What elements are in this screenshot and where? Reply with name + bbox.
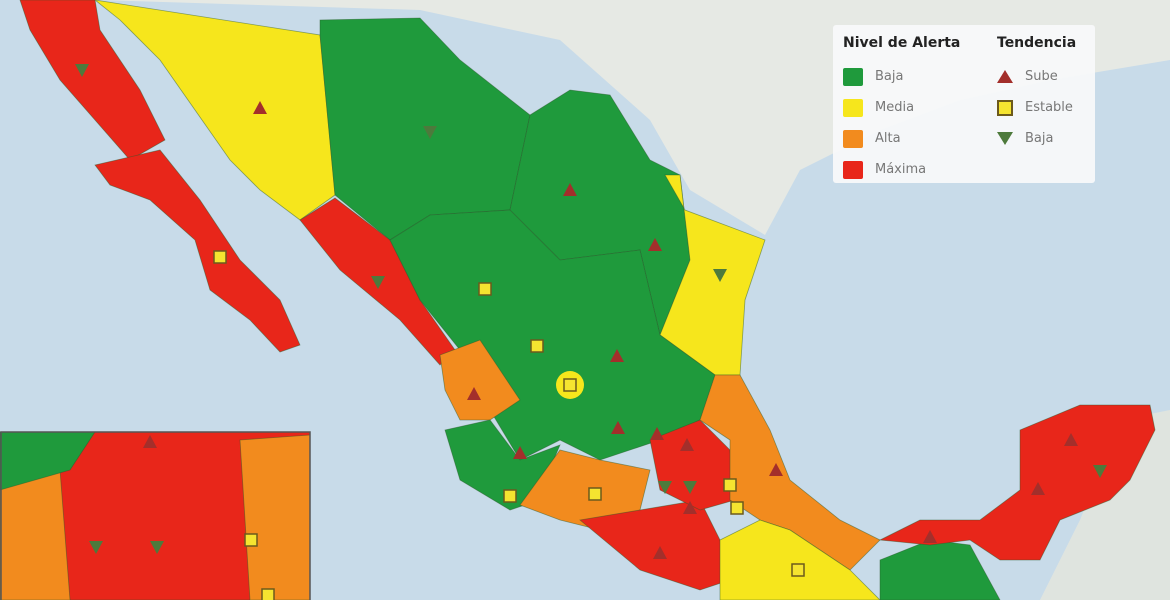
trend-up-triangle-icon bbox=[611, 421, 625, 434]
trend-up-triangle-icon bbox=[513, 446, 527, 459]
square-icon bbox=[997, 99, 1013, 116]
stable-square-icon bbox=[244, 533, 258, 547]
region-inset-east bbox=[239, 434, 311, 600]
legend-item-trend-baja: Baja bbox=[997, 123, 1076, 154]
trend-up-triangle-icon bbox=[769, 463, 783, 476]
trend-up-triangle-icon bbox=[680, 438, 694, 451]
stable-square-icon bbox=[730, 501, 744, 515]
trend-title: Tendencia bbox=[997, 35, 1077, 51]
alert-level-title: Nivel de Alerta bbox=[843, 35, 961, 51]
trend-down-triangle-icon bbox=[371, 276, 385, 289]
region-baja-california-sur bbox=[94, 149, 301, 353]
triangle-up-icon bbox=[997, 70, 1013, 83]
red-swatch bbox=[843, 160, 863, 179]
legend-item-baja: Baja bbox=[843, 61, 960, 92]
trend-down-triangle-icon bbox=[150, 541, 164, 554]
stable-square-icon bbox=[588, 487, 602, 501]
trend-up-triangle-icon bbox=[653, 546, 667, 559]
region-inset-west bbox=[0, 469, 71, 600]
trend-down-triangle-icon bbox=[75, 64, 89, 77]
map-legend: Nivel de Alerta Baja Media Alta Máxima T… bbox=[833, 25, 1095, 183]
stable-square-icon bbox=[503, 489, 517, 503]
trend-up-triangle-icon bbox=[648, 238, 662, 251]
trend-up-triangle-icon bbox=[923, 530, 937, 543]
stable-square-icon bbox=[530, 339, 544, 353]
trend-down-triangle-icon bbox=[683, 481, 697, 494]
stable-square-icon bbox=[563, 378, 577, 392]
trend-up-triangle-icon bbox=[563, 183, 577, 196]
legend-item-maxima: Máxima bbox=[843, 154, 960, 185]
stable-square-icon bbox=[213, 250, 227, 264]
trend-up-triangle-icon bbox=[253, 101, 267, 114]
yellow-swatch bbox=[843, 98, 863, 117]
stable-square-icon bbox=[478, 282, 492, 296]
trend-down-triangle-icon bbox=[423, 126, 437, 139]
stable-square-icon bbox=[261, 588, 275, 600]
trend-up-triangle-icon bbox=[683, 501, 697, 514]
trend-up-triangle-icon bbox=[610, 349, 624, 362]
legend-item-estable: Estable bbox=[997, 92, 1076, 123]
legend-item-sube: Sube bbox=[997, 61, 1076, 92]
legend-item-media: Media bbox=[843, 92, 960, 123]
alert-level-legend: Nivel de Alerta Baja Media Alta Máxima bbox=[843, 35, 960, 185]
region-baja-california bbox=[19, 0, 166, 161]
region-oaxaca bbox=[719, 519, 881, 600]
orange-swatch bbox=[843, 129, 863, 148]
trend-up-triangle-icon bbox=[1064, 433, 1078, 446]
legend-item-alta: Alta bbox=[843, 123, 960, 154]
trend-up-triangle-icon bbox=[143, 435, 157, 448]
trend-down-triangle-icon bbox=[658, 481, 672, 494]
trend-up-triangle-icon bbox=[467, 387, 481, 400]
region-chiapas bbox=[879, 539, 1001, 600]
inset-frame bbox=[0, 431, 311, 600]
stable-square-icon bbox=[723, 478, 737, 492]
trend-up-triangle-icon bbox=[1031, 482, 1045, 495]
trend-legend: Tendencia Sube Estable Baja bbox=[997, 35, 1076, 154]
triangle-down-icon bbox=[997, 132, 1013, 145]
region-southeast bbox=[878, 404, 1156, 561]
stable-square-icon bbox=[791, 563, 805, 577]
green-swatch bbox=[843, 67, 863, 86]
trend-up-triangle-icon bbox=[650, 427, 664, 440]
trend-down-triangle-icon bbox=[1093, 465, 1107, 478]
trend-down-triangle-icon bbox=[713, 269, 727, 282]
trend-down-triangle-icon bbox=[89, 541, 103, 554]
region-michoacan bbox=[519, 449, 651, 531]
